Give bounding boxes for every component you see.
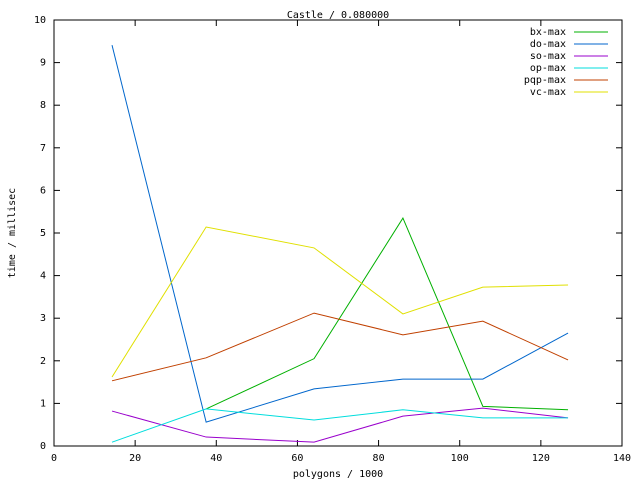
x-tick-label: 20 (129, 453, 141, 464)
y-tick-label: 2 (40, 356, 46, 367)
x-tick-label: 40 (210, 453, 222, 464)
y-tick-label: 1 (40, 398, 46, 409)
y-tick-label: 6 (40, 185, 46, 196)
y-axis-label: time / millisec (7, 188, 18, 278)
series-line (111, 45, 569, 423)
series-line (111, 407, 569, 443)
legend-label: pqp-max (524, 75, 566, 86)
y-tick-label: 8 (40, 100, 46, 111)
y-tick-label: 0 (40, 441, 46, 452)
x-tick-label: 100 (451, 453, 469, 464)
series-line (205, 217, 569, 411)
series-line (111, 408, 569, 443)
y-tick-label: 5 (40, 228, 46, 239)
x-tick-label: 140 (613, 453, 631, 464)
legend-label: so-max (530, 51, 566, 62)
x-axis-label: polygons / 1000 (293, 469, 383, 480)
legend-label: bx-max (530, 27, 566, 38)
y-tick-label: 3 (40, 313, 46, 324)
x-tick-label: 120 (532, 453, 550, 464)
x-tick-label: 80 (373, 453, 385, 464)
y-tick-label: 7 (40, 143, 46, 154)
x-tick-label: 60 (291, 453, 303, 464)
legend-label: do-max (530, 39, 566, 50)
y-tick-label: 4 (40, 271, 46, 282)
y-tick-label: 9 (40, 58, 46, 69)
y-tick-label: 10 (34, 15, 46, 26)
series-line (111, 226, 569, 378)
legend-label: vc-max (530, 87, 566, 98)
chart-title: Castle / 0.080000 (287, 10, 389, 21)
legend-label: op-max (530, 63, 566, 74)
x-tick-label: 0 (51, 453, 57, 464)
series-line (111, 312, 569, 382)
